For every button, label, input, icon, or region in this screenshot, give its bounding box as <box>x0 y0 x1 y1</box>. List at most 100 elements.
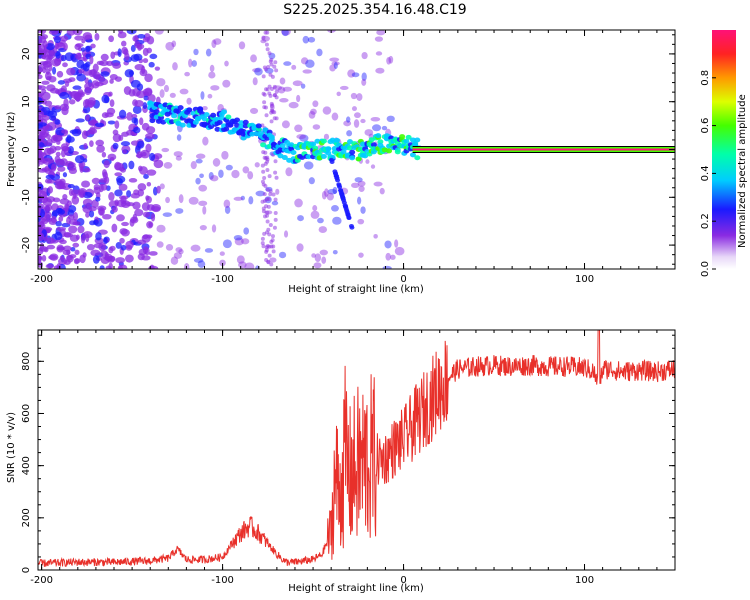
spectrogram-noise-cell <box>199 224 207 231</box>
spectrogram-noise-cell <box>263 161 268 166</box>
spectrogram-noise-cell <box>126 190 132 198</box>
spectrogram-noise-cell <box>291 64 297 70</box>
spectrogram-noise-cell <box>386 115 395 123</box>
spectrogram-noise-cell <box>204 248 214 253</box>
spectrogram-noise-cell <box>394 239 399 248</box>
spectrogram-noise-cell <box>130 44 136 53</box>
spectrogram-noise-cell <box>70 189 81 196</box>
spectrogram-noise-cell <box>260 163 265 168</box>
spectrogram-noise-cell <box>283 61 292 66</box>
spectrogram-noise-cell <box>190 161 197 170</box>
spectrogram-noise-cell <box>77 225 85 234</box>
spectrogram-noise-cell <box>159 89 165 98</box>
spectrogram-noise-cell <box>143 173 149 180</box>
spectrogram-noise-cell <box>67 214 75 220</box>
spectrogram-noise-cell <box>209 64 215 73</box>
spectrogram-noise-cell <box>95 196 101 202</box>
spectrogram-noise-cell <box>110 51 116 60</box>
spectrogram-noise-cell <box>234 237 244 246</box>
spectrogram-noise-cell <box>74 249 80 256</box>
spectrogram-noise-cell <box>292 80 303 87</box>
spectrogram-noise-cell <box>148 265 159 269</box>
spectrogram-noise-cell <box>279 98 289 103</box>
spectrogram-noise-cell <box>52 134 63 142</box>
spectrogram-noise-cell <box>142 58 149 64</box>
spectrogram-noise-cell <box>381 125 388 131</box>
spectrogram-noise-cell <box>99 78 109 86</box>
spectrogram-ridge-cell <box>370 142 377 148</box>
spectrogram-noise-cell <box>211 39 217 49</box>
spectrogram-noise-cell <box>63 42 68 51</box>
spectrogram-tail-cell <box>344 208 350 213</box>
spectrogram-noise-cell <box>153 153 163 160</box>
spectrogram-noise-cell <box>57 80 66 85</box>
spectrogram-noise-cell <box>118 30 124 34</box>
spectrogram-noise-cell <box>191 60 198 67</box>
spectrogram-noise-cell <box>265 213 270 218</box>
spectrogram-ridge-cell <box>253 131 260 137</box>
spectrogram-noise-cell <box>188 58 193 68</box>
spectrogram-noise-cell <box>370 164 376 169</box>
spectrogram-noise-cell <box>262 100 267 105</box>
spectrogram-noise-cell <box>336 91 341 97</box>
spectrogram-noise-cell <box>375 51 383 56</box>
spectrogram-ridge-cell <box>320 138 327 144</box>
spectrogram-noise-cell <box>263 30 268 35</box>
spectrogram-noise-cell <box>80 47 86 52</box>
spectrogram-noise-cell <box>83 130 91 136</box>
spectrogram-noise-cell <box>261 91 266 96</box>
spectrogram-noise-cell <box>62 172 68 178</box>
spectrogram-noise-cell <box>260 179 265 184</box>
spectrogram-noise-cell <box>210 85 220 91</box>
spectrogram-ridge-cell <box>242 119 249 125</box>
spectrogram-noise-cell <box>96 144 105 153</box>
spectrogram-noise-cell <box>268 222 273 227</box>
spectrogram-noise-cell <box>343 120 352 127</box>
spectrogram-noise-cell <box>273 170 278 175</box>
spectrogram-noise-cell <box>154 30 164 35</box>
colorbar-gradient <box>712 30 736 269</box>
spectrogram-noise-cell <box>316 48 323 57</box>
spectrogram-noise-cell <box>165 41 175 51</box>
spectrogram-ridge-cell <box>179 122 186 128</box>
spectrogram-noise-cell <box>345 116 351 123</box>
spectrogram-noise-cell <box>200 91 205 100</box>
spectrogram-noise-cell <box>125 202 135 207</box>
spectrogram-noise-cell <box>272 110 277 115</box>
spectrogram-noise-cell <box>61 145 70 152</box>
spectrogram-noise-cell <box>83 158 88 163</box>
spectrogram-noise-cell <box>212 158 221 167</box>
spectrogram-noise-cell <box>82 231 93 239</box>
spectrogram-noise-cell <box>370 116 381 122</box>
y-tick-label: 10 <box>21 95 32 108</box>
spectrogram-noise-cell <box>41 254 47 262</box>
spectrogram-noise-cell <box>41 88 47 94</box>
colorbar-tick-label: 0.6 <box>700 118 711 134</box>
spectrogram-noise-cell <box>42 66 47 74</box>
spectrogram-ridge-cell <box>162 102 169 108</box>
spectrogram-noise-cell <box>72 211 79 221</box>
spectrogram-ridge-cell <box>268 136 275 142</box>
spectrogram-noise-cell <box>273 217 278 222</box>
snr-x-label: Height of straight line (km) <box>288 583 424 594</box>
x-tick-label: 0 <box>400 274 406 285</box>
spectrogram-noise-cell <box>324 188 329 197</box>
spectrogram-noise-cell <box>63 245 72 252</box>
spectrogram-noise-cell <box>261 35 266 40</box>
spectrogram-noise-cell <box>137 189 145 197</box>
spectrogram-noise-cell <box>332 216 342 225</box>
spectrogram-noise-cell <box>250 54 257 63</box>
spectrogram-noise-cell <box>66 67 76 76</box>
spectrogram-noise-cell <box>271 192 276 197</box>
spectrogram-noise-cell <box>57 166 66 172</box>
spectrogram-noise-cell <box>58 216 64 222</box>
spectrogram-noise-cell <box>323 133 330 140</box>
spectrogram-noise-cell <box>351 182 360 189</box>
spectrogram-noise-cell <box>41 80 50 85</box>
spectrogram-noise-cell <box>190 244 201 252</box>
spectrogram-ridge-cell <box>349 149 356 155</box>
spectrogram-noise-cell <box>45 263 54 269</box>
spectrogram-noise-cell <box>114 189 123 197</box>
spectrogram-noise-cell <box>47 186 54 194</box>
spectrogram-noise-cell <box>151 203 162 213</box>
